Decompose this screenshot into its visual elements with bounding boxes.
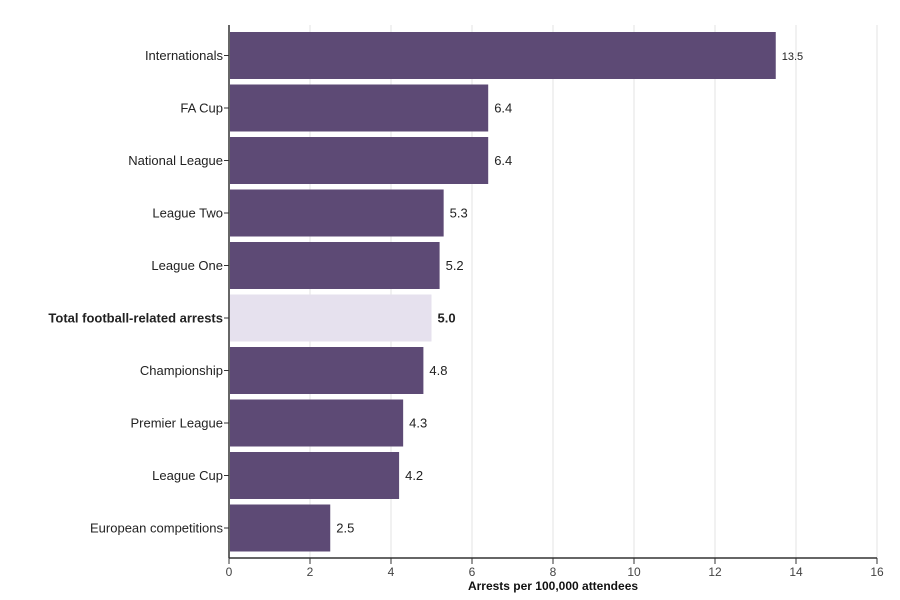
- category-label: Championship: [140, 363, 223, 378]
- category-label: Total football-related arrests: [48, 311, 223, 326]
- x-tick-label: 2: [307, 565, 314, 579]
- x-tick-label: 4: [388, 565, 395, 579]
- value-label: 4.8: [429, 363, 447, 378]
- x-axis-title: Arrests per 100,000 attendees: [468, 579, 638, 593]
- category-label: League Cup: [152, 468, 223, 483]
- bar: [230, 347, 424, 394]
- bar: [230, 242, 440, 289]
- bar: [230, 452, 400, 499]
- labels: 0 2 4 6 8 10 12 14 16 Internationals 13.5 FA Cup 6.4…: [48, 48, 884, 579]
- value-label: 4.2: [405, 468, 423, 483]
- x-tick-label: 14: [789, 565, 803, 579]
- x-tick-label: 8: [550, 565, 557, 579]
- value-label: 5.3: [450, 206, 468, 221]
- bar: [230, 399, 404, 447]
- value-label: 6.4: [494, 101, 512, 116]
- x-tick-label: 6: [469, 565, 476, 579]
- x-tick-label: 0: [226, 565, 233, 579]
- bar: [230, 504, 331, 552]
- category-label: League Two: [152, 206, 223, 221]
- category-label: European competitions: [90, 521, 223, 536]
- axes: [224, 25, 878, 564]
- category-label: National League: [128, 153, 223, 168]
- value-label: 2.5: [336, 521, 354, 536]
- value-label: 4.3: [409, 416, 427, 431]
- category-label: Premier League: [131, 416, 224, 431]
- value-label: 13.5: [782, 51, 803, 63]
- bar: [230, 84, 489, 132]
- value-label: 6.4: [494, 153, 512, 168]
- value-label: 5.2: [446, 258, 464, 273]
- x-tick-label: 10: [627, 565, 641, 579]
- bar: [230, 294, 432, 342]
- category-label: FA Cup: [180, 101, 223, 116]
- category-label: League One: [151, 258, 223, 273]
- bar: [230, 32, 776, 79]
- category-label: Internationals: [145, 48, 224, 63]
- bar: [230, 189, 444, 237]
- x-tick-label: 16: [870, 565, 884, 579]
- x-tick-label: 12: [708, 565, 722, 579]
- bar: [230, 137, 489, 184]
- bars: [230, 32, 776, 552]
- value-label: 5.0: [438, 311, 456, 326]
